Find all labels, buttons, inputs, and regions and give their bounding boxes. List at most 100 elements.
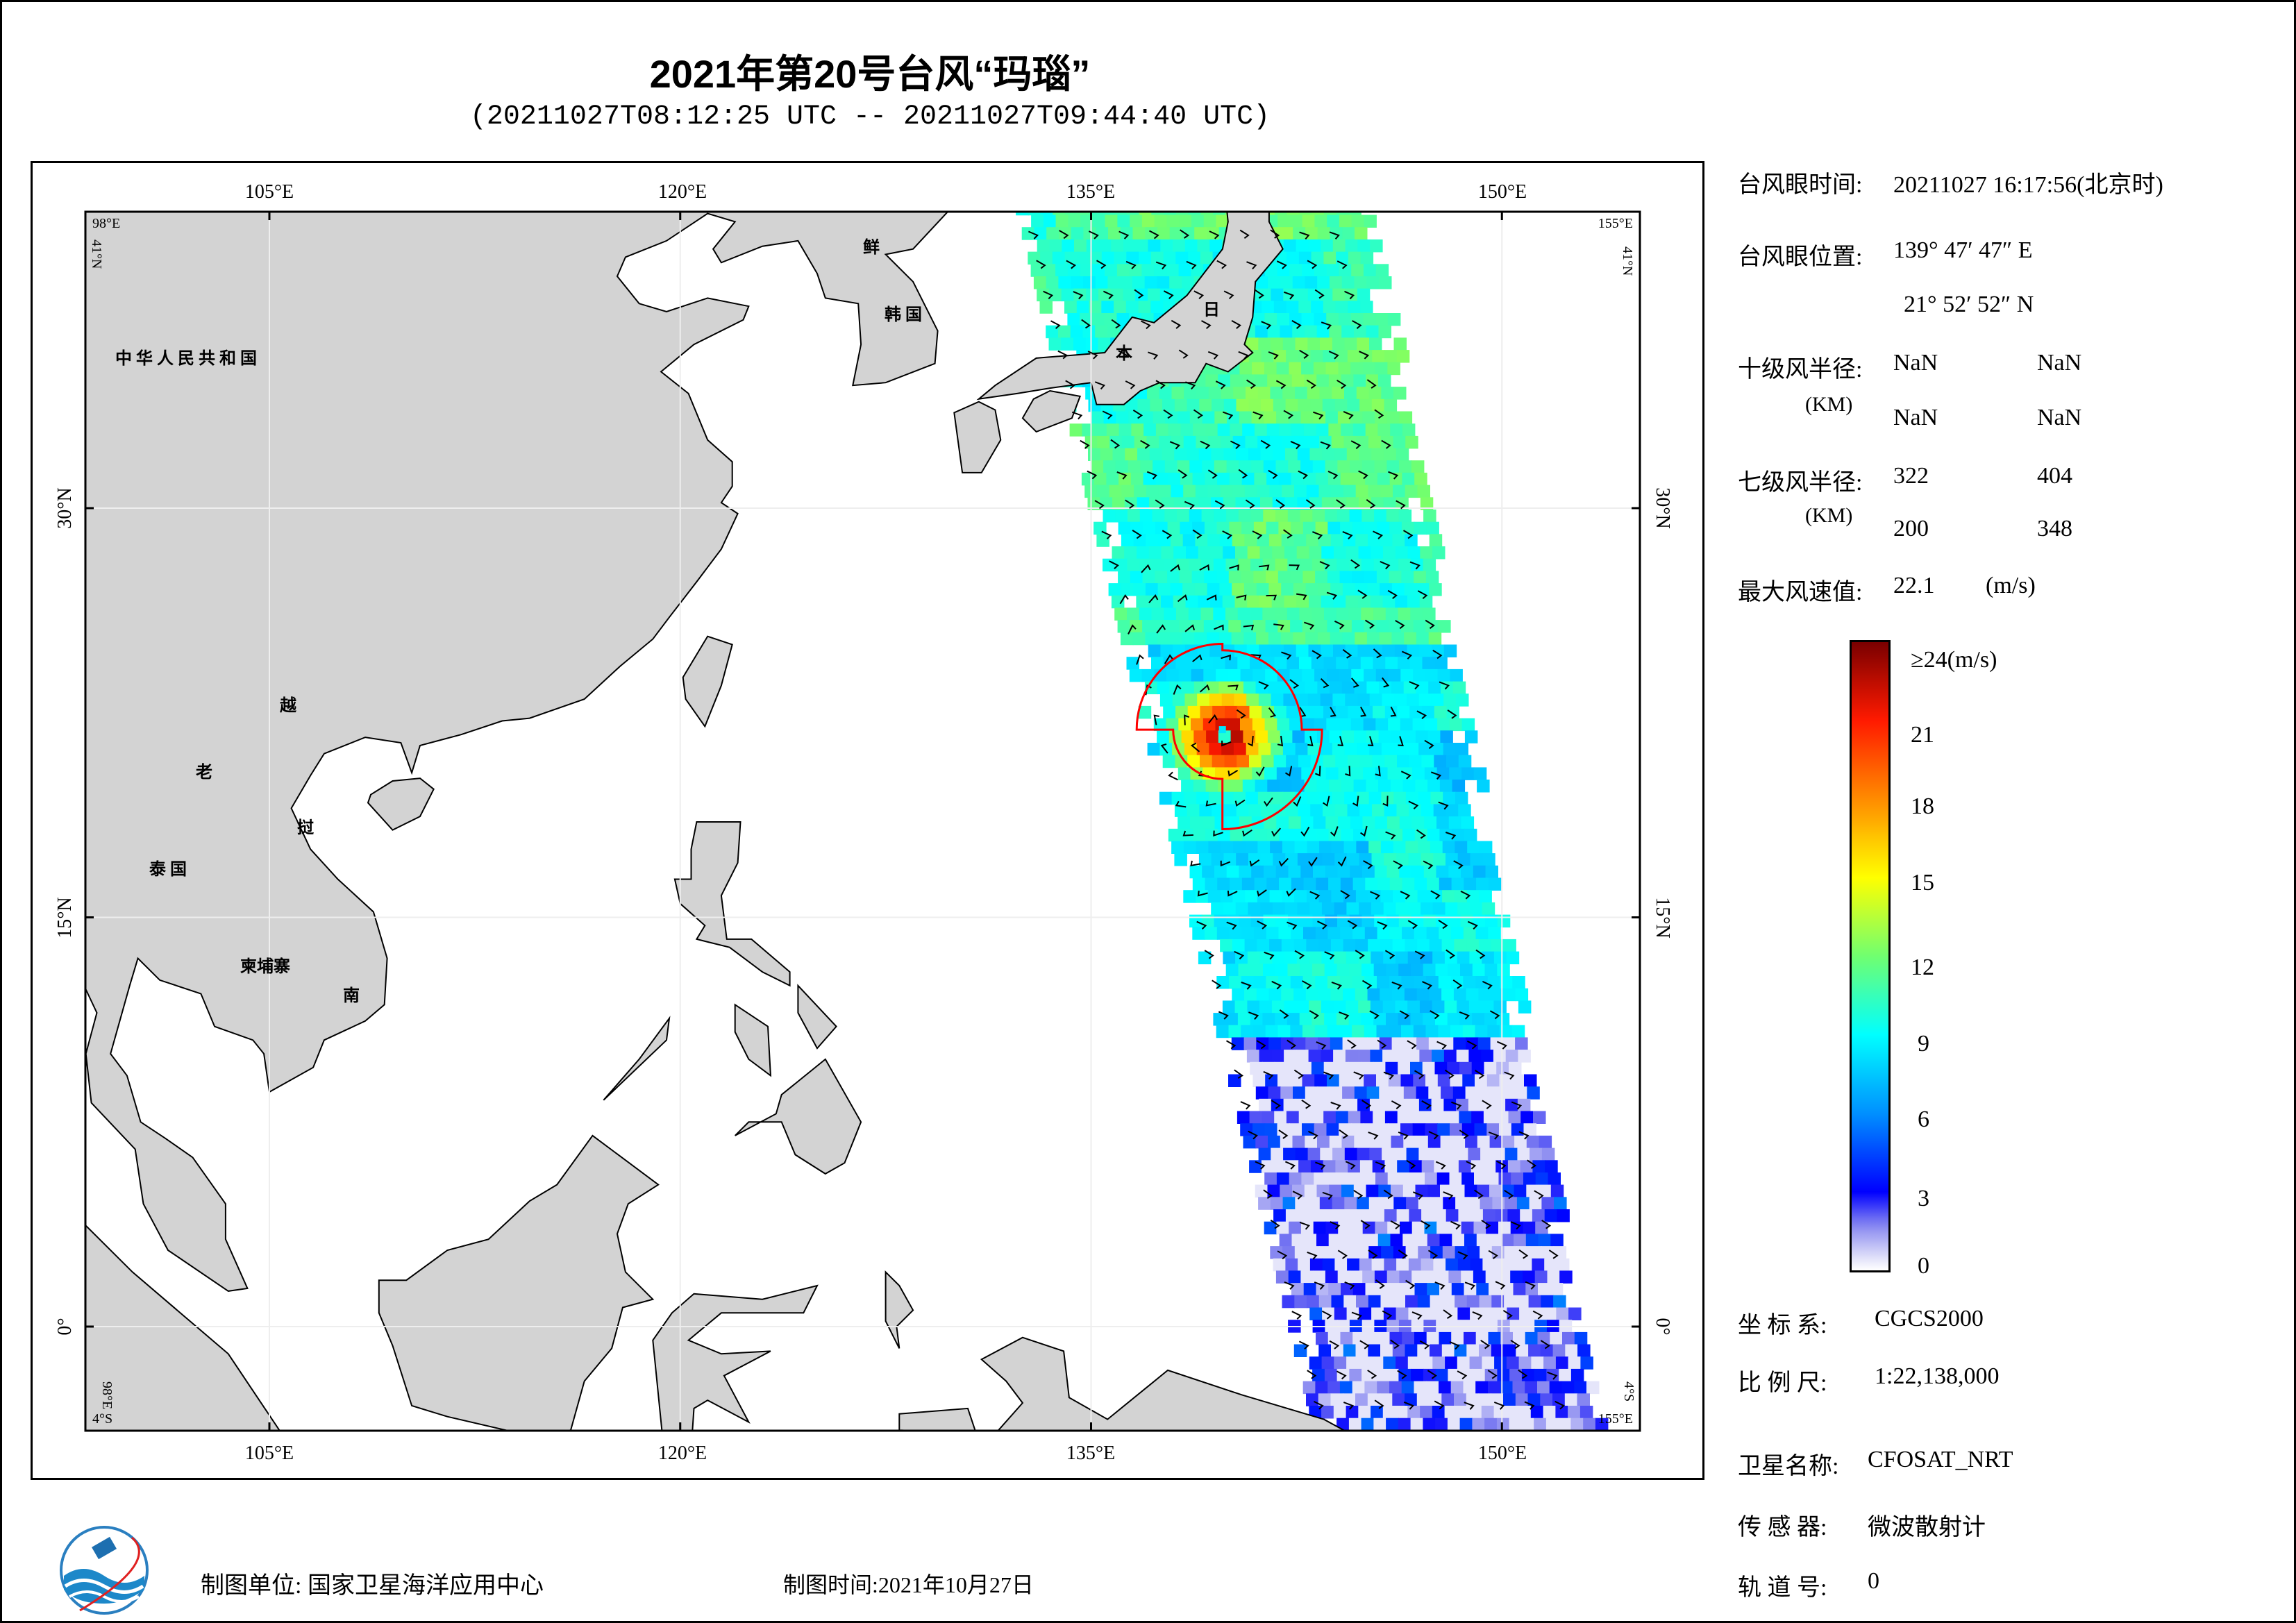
wind-barb: [1319, 561, 1330, 570]
wind-cell: [1577, 1443, 1590, 1456]
wind-cell: [1586, 1381, 1600, 1395]
wind-cell: [1319, 791, 1333, 805]
wind-cell: [1267, 730, 1281, 743]
wind-cell: [1524, 1430, 1538, 1431]
wind-cell: [1334, 448, 1348, 461]
wind-cell: [1414, 1283, 1427, 1296]
wind-cell: [1330, 1393, 1343, 1406]
wind-cell: [1352, 521, 1366, 535]
wind-cell: [1191, 718, 1204, 732]
wind-cell: [1196, 841, 1209, 854]
wind-cell: [1365, 1331, 1378, 1345]
wind-cell: [1254, 877, 1268, 891]
wind-cell: [1411, 460, 1425, 473]
wind-cell: [1141, 264, 1155, 277]
r10-value: NaN: [1893, 405, 1938, 430]
wind-cell: [1310, 804, 1323, 817]
wind-cell: [1260, 853, 1274, 866]
wind-cell: [1466, 1344, 1480, 1357]
wind-barb: [1321, 321, 1332, 330]
wind-barb: [1200, 440, 1211, 450]
wind-cell: [1344, 387, 1357, 400]
wind-cell: [1457, 1307, 1470, 1320]
wind-cell: [1443, 743, 1457, 756]
wind-barb: [1417, 590, 1428, 600]
wind-cell: [1289, 1221, 1302, 1235]
wind-cell: [1409, 1111, 1423, 1124]
wind-cell: [1166, 718, 1179, 732]
wind-cell: [1136, 595, 1149, 609]
wind-cell: [1088, 448, 1101, 461]
wind-barb: [1504, 1071, 1515, 1080]
wind-cell: [1215, 767, 1228, 780]
wind-cell: [1330, 583, 1343, 596]
wind-cell: [1334, 398, 1348, 412]
wind-barb: [1245, 499, 1255, 509]
wind-barb: [1208, 714, 1218, 724]
wind-cell: [1240, 1123, 1253, 1136]
wind-cell: [1187, 398, 1200, 412]
wind-cell: [1515, 1037, 1528, 1050]
wind-barb: [1402, 530, 1414, 539]
wind-cell: [1271, 288, 1284, 302]
wind-cell: [1388, 668, 1402, 682]
wind-cell: [1400, 718, 1414, 732]
wind-cell: [1287, 657, 1300, 670]
wind-cell: [1394, 644, 1408, 657]
wind-cell: [1385, 607, 1399, 621]
wind-cell: [1474, 1172, 1487, 1186]
wind-barbs: [1028, 229, 1565, 1410]
wind-cell: [1284, 595, 1297, 609]
wind-cell: [1302, 1381, 1316, 1395]
wind-cell: [1153, 411, 1166, 424]
wind-barb: [1212, 979, 1222, 989]
wind-cell: [1268, 1086, 1281, 1100]
wind-cell: [1357, 239, 1371, 253]
wind-cell: [1322, 448, 1335, 461]
label-thailand: 泰 国: [149, 860, 187, 879]
wind-cell: [1465, 1086, 1479, 1100]
wind-cell: [1053, 212, 1066, 216]
wind-cell: [1246, 743, 1259, 756]
wind-cell: [1529, 1197, 1543, 1210]
wind-cell: [1265, 1025, 1279, 1038]
wind-cell: [1351, 264, 1364, 277]
wind-cell: [1473, 1221, 1486, 1235]
wind-cell: [1349, 1368, 1362, 1382]
wind-cell: [1309, 1356, 1323, 1370]
wind-cell: [1295, 743, 1309, 756]
wind-cell: [1270, 791, 1284, 805]
wind-cell: [1164, 460, 1178, 473]
wind-cell: [1314, 1430, 1328, 1431]
wind-cell: [1223, 951, 1236, 965]
wind-cell: [1402, 927, 1415, 940]
wind-cell: [1350, 313, 1364, 326]
wind-barb: [1358, 470, 1368, 480]
wind-barb: [1427, 1250, 1439, 1259]
wind-cell: [1312, 212, 1325, 216]
wind-cell: [1118, 472, 1132, 486]
wind-cell: [1341, 276, 1355, 289]
wind-cell: [1398, 510, 1412, 523]
wind-barb: [1125, 260, 1137, 269]
wind-cell: [1350, 865, 1363, 879]
wind-cell: [1202, 816, 1216, 830]
wind-barb: [1466, 1040, 1477, 1050]
wind-cell: [1289, 264, 1302, 277]
wind-cell: [1339, 620, 1352, 633]
wind-cell: [1293, 1344, 1307, 1357]
wind-cell: [1293, 534, 1307, 547]
wind-barb: [1287, 1039, 1297, 1050]
wind-cell: [1334, 1258, 1348, 1272]
wind-barb: [1398, 736, 1404, 746]
wind-cell: [1384, 804, 1398, 817]
wind-barb: [1381, 439, 1391, 449]
wind-cell: [1311, 1061, 1325, 1075]
wind-cell: [1464, 1184, 1477, 1198]
wind-barb: [1125, 380, 1136, 389]
wind-cell: [1321, 1356, 1335, 1370]
wind-cell: [1556, 1258, 1570, 1272]
wind-cell: [1368, 435, 1382, 449]
wind-cell: [1364, 1430, 1377, 1431]
wind-cell: [1302, 1074, 1315, 1087]
